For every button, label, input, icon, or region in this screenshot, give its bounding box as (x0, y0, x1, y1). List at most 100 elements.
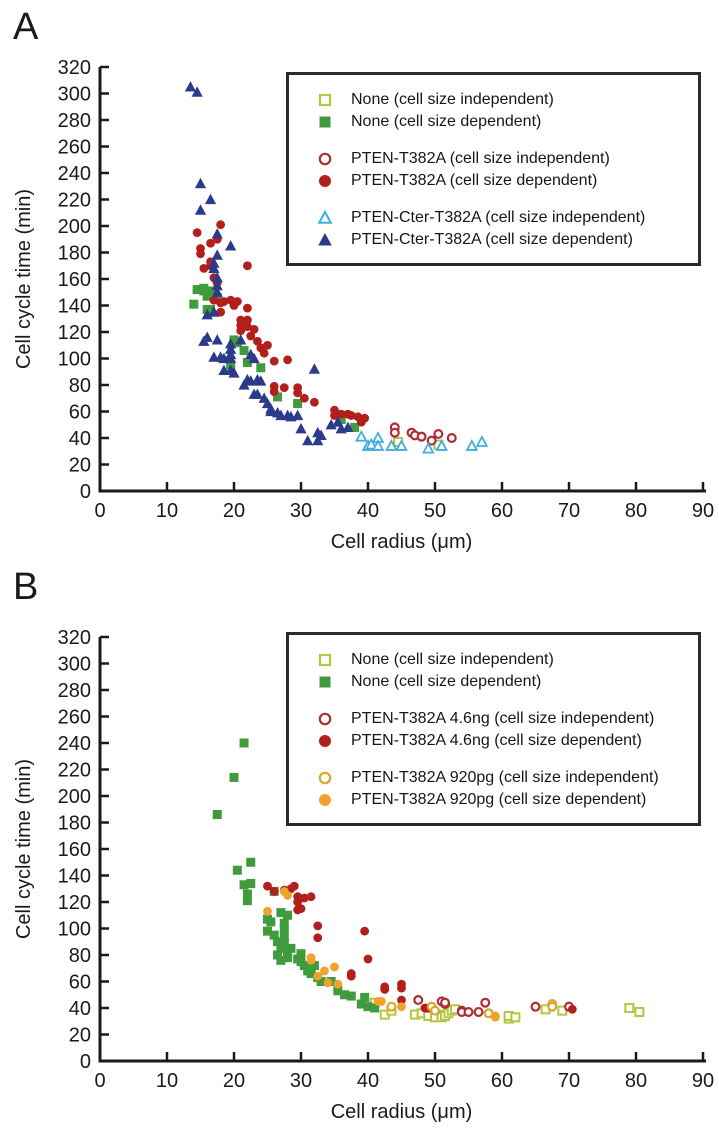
y-axis-title: Cell cycle time (min) (13, 189, 35, 369)
legend-entry-none-cell-size-independent: None (cell size independent) (303, 89, 690, 111)
data-point (333, 986, 343, 996)
x-tick-label: 60 (491, 500, 513, 522)
data-point (547, 1001, 558, 1012)
data-point (208, 262, 220, 273)
y-tick-label: 60 (69, 972, 91, 994)
data-point (236, 326, 246, 336)
data-point (263, 340, 272, 350)
data-point (251, 388, 264, 399)
y-tick-label: 40 (69, 998, 91, 1020)
data-point (243, 315, 252, 325)
legend-entry-pten-t382a-4-6ng-cell-size-independent: PTEN-T382A 4.6ng (cell size independent) (303, 708, 690, 730)
legend-entry-pten-cter-t382a-cell-size-dependent: PTEN-Cter-T382A (cell size dependent) (303, 229, 690, 251)
data-point (279, 925, 289, 935)
y-tick-label: 160 (58, 839, 91, 861)
data-point (201, 308, 213, 320)
data-point (624, 1003, 635, 1013)
panel-b-plot: 0 10 20 30 40 50 60 70 80 90 0 20 40 60 80 100 120 140 160… (13, 627, 714, 1123)
data-point (206, 286, 216, 296)
legend-entry-label: PTEN-T382A (cell size dependent) (351, 172, 598, 189)
y-tick-label: 280 (58, 110, 91, 132)
y-tick-label: 220 (58, 190, 91, 212)
data-point (256, 363, 266, 373)
data-point (293, 897, 303, 907)
y-tick-label: 140 (58, 296, 91, 318)
data-point (475, 435, 489, 447)
circle-marker-icon (319, 175, 331, 187)
data-point (333, 979, 343, 989)
data-point (269, 387, 279, 397)
x-tick-label: 30 (290, 500, 312, 522)
data-point (184, 81, 197, 92)
data-point (216, 220, 226, 230)
data-point (212, 810, 222, 820)
y-tick-label: 200 (58, 786, 91, 808)
data-point (283, 910, 293, 920)
pten-t382a-4-6ng-cell-size-dependent-series (263, 881, 577, 1014)
data-point (211, 249, 223, 260)
x-tick-label: 50 (424, 500, 446, 522)
data-point (426, 435, 437, 446)
data-point (397, 995, 406, 1005)
x-axis-title: Cell radius (μm) (331, 531, 473, 553)
legend-entry-none-cell-size-independent: None (cell size independent) (303, 649, 690, 671)
data-point (306, 969, 316, 979)
data-point (365, 437, 378, 450)
circle-marker-icon (319, 794, 331, 806)
data-point (377, 996, 386, 1006)
data-point (360, 992, 370, 1002)
data-point (279, 383, 289, 393)
y-tick-label: 300 (58, 654, 91, 676)
data-point (286, 943, 296, 953)
circle-marker-icon (319, 735, 331, 747)
data-point (292, 409, 304, 421)
x-tick-label: 40 (357, 500, 379, 522)
data-point (336, 409, 346, 419)
data-point (312, 434, 324, 446)
data-point (465, 439, 479, 451)
legend-entry-pten-t382a-4-6ng-cell-size-dependent: PTEN-T382A 4.6ng (cell size dependent) (303, 730, 690, 752)
y-tick-label: 180 (58, 243, 91, 265)
data-point (255, 375, 267, 386)
data-point (567, 1004, 577, 1014)
panel-b-letter: B (13, 566, 39, 608)
data-point (309, 961, 319, 971)
data-point (248, 352, 260, 364)
data-point (219, 297, 229, 306)
data-point (289, 881, 299, 891)
y-tick-label: 20 (69, 1025, 91, 1047)
data-point (225, 240, 237, 251)
x-tick-label: 60 (491, 1070, 513, 1092)
data-point (296, 904, 306, 914)
data-point (242, 357, 252, 367)
data-point (316, 977, 326, 986)
y-tick-label: 320 (58, 627, 91, 649)
data-point (435, 439, 448, 451)
legend-entry-label: None (cell size independent) (351, 651, 554, 668)
data-point (243, 303, 252, 313)
data-point (413, 995, 424, 1006)
y-tick-label: 80 (69, 375, 91, 397)
legend-entry-label: PTEN-T382A 4.6ng (cell size dependent) (351, 732, 642, 749)
data-point (216, 307, 226, 317)
circle-marker-icon (318, 152, 332, 166)
y-tick-label: 180 (58, 813, 91, 835)
data-point (196, 249, 205, 259)
data-point (269, 887, 279, 896)
y-tick-label: 260 (58, 707, 91, 729)
y-tick-label: 160 (58, 269, 91, 291)
data-point (259, 348, 269, 358)
data-point (299, 893, 309, 903)
none-cell-size-independent-series (369, 997, 645, 1024)
data-point (340, 990, 350, 1000)
data-point (299, 961, 309, 971)
data-point (336, 414, 346, 424)
square-marker-icon (319, 116, 331, 128)
data-point (211, 271, 223, 283)
legend-entry-label: PTEN-T382A 4.6ng (cell size independent) (351, 710, 655, 727)
data-point (242, 889, 252, 899)
x-tick-label: 0 (94, 1070, 105, 1092)
data-point (385, 439, 398, 451)
data-point (299, 393, 309, 403)
y-tick-label: 140 (58, 866, 91, 888)
